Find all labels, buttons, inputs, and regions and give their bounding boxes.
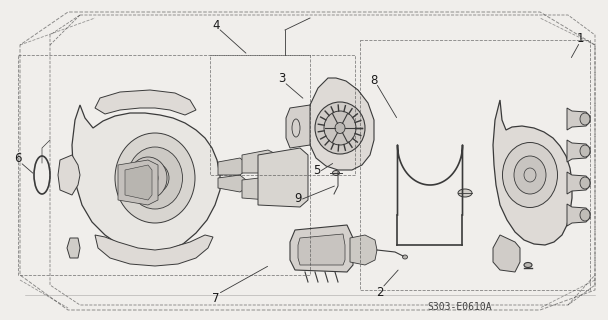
Ellipse shape	[115, 133, 195, 223]
Polygon shape	[258, 148, 308, 207]
Polygon shape	[95, 90, 196, 115]
Polygon shape	[308, 78, 374, 170]
Polygon shape	[242, 150, 278, 173]
Ellipse shape	[138, 167, 158, 189]
Polygon shape	[286, 105, 310, 148]
Polygon shape	[493, 235, 520, 272]
Ellipse shape	[458, 189, 472, 197]
Polygon shape	[567, 204, 590, 226]
Polygon shape	[290, 225, 353, 272]
Ellipse shape	[315, 102, 365, 154]
Polygon shape	[72, 105, 220, 252]
Polygon shape	[58, 155, 80, 195]
Ellipse shape	[514, 156, 546, 194]
Ellipse shape	[580, 209, 590, 221]
Polygon shape	[567, 172, 590, 194]
Polygon shape	[350, 235, 377, 265]
Text: 6: 6	[14, 151, 22, 164]
Text: 1: 1	[576, 31, 584, 44]
Ellipse shape	[580, 113, 590, 125]
Text: 5: 5	[313, 164, 320, 177]
Text: 4: 4	[212, 19, 219, 31]
Ellipse shape	[580, 145, 590, 157]
Polygon shape	[118, 160, 158, 205]
Polygon shape	[493, 100, 572, 245]
Text: 3: 3	[278, 71, 286, 84]
Ellipse shape	[335, 123, 345, 133]
Ellipse shape	[324, 111, 356, 145]
Text: S303-E0610A: S303-E0610A	[427, 302, 492, 312]
Polygon shape	[242, 177, 278, 200]
Polygon shape	[567, 108, 590, 130]
Ellipse shape	[580, 177, 590, 189]
Polygon shape	[125, 165, 152, 200]
Polygon shape	[67, 238, 80, 258]
Polygon shape	[567, 140, 590, 162]
Ellipse shape	[402, 255, 407, 259]
Text: 7: 7	[212, 292, 219, 305]
Ellipse shape	[524, 262, 532, 268]
Text: 9: 9	[294, 191, 302, 204]
Polygon shape	[298, 234, 345, 265]
Ellipse shape	[128, 147, 182, 209]
Text: 8: 8	[370, 74, 378, 86]
Ellipse shape	[129, 157, 167, 199]
Ellipse shape	[502, 142, 558, 207]
Text: 2: 2	[376, 285, 384, 299]
Ellipse shape	[333, 171, 339, 175]
Polygon shape	[218, 175, 246, 192]
Polygon shape	[218, 158, 246, 175]
Polygon shape	[95, 235, 213, 266]
